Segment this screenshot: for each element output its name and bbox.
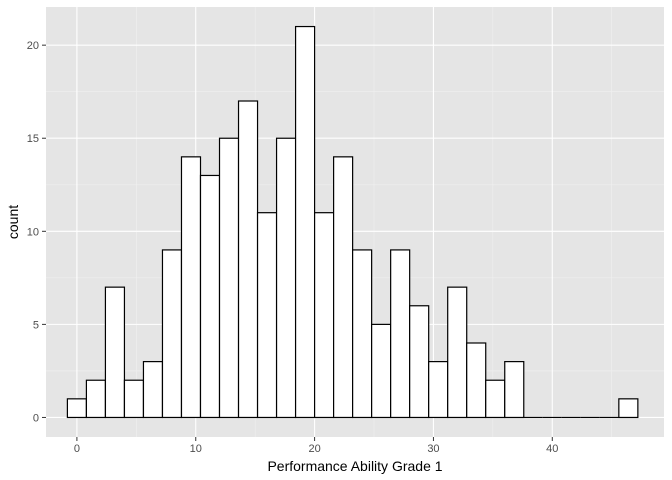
histogram-bar	[333, 156, 354, 419]
x-tick-label: 40	[546, 443, 558, 455]
x-tick-label: 0	[74, 443, 80, 455]
histogram-bar	[123, 379, 145, 419]
histogram-bar	[447, 286, 468, 419]
histogram-bar	[180, 156, 202, 419]
x-tick-label: 30	[427, 443, 439, 455]
histogram-bar	[504, 361, 525, 419]
x-axis: 0 10 20 30 40	[74, 437, 558, 455]
histogram-bar	[104, 286, 126, 419]
histogram-bar	[466, 342, 487, 419]
x-tick-label: 10	[190, 443, 202, 455]
y-tick-label: 10	[27, 226, 39, 238]
y-tick-label: 20	[27, 40, 39, 52]
histogram-bar	[218, 137, 240, 419]
histogram-bar	[142, 361, 164, 419]
y-tick-label: 5	[33, 319, 39, 331]
histogram-bars	[66, 25, 639, 419]
histogram-bar	[428, 361, 449, 419]
x-axis-title: Performance Ability Grade 1	[267, 458, 442, 474]
histogram-bar	[294, 25, 316, 419]
histogram-bar	[85, 379, 107, 419]
histogram-bar	[409, 305, 430, 419]
y-tick-label: 15	[27, 133, 39, 145]
x-tick-label: 20	[308, 443, 320, 455]
y-tick-label: 0	[33, 412, 39, 424]
y-axis: 0 5 10 15 20	[27, 40, 46, 424]
histogram-bar	[199, 174, 221, 419]
histogram-bar	[256, 212, 278, 419]
histogram-bar	[237, 100, 259, 419]
histogram-bar	[275, 137, 297, 419]
histogram-bar	[390, 249, 411, 419]
histogram-bar	[485, 379, 506, 419]
histogram-bar	[371, 323, 392, 419]
histogram-bar	[618, 398, 639, 419]
histogram-bar	[352, 249, 373, 419]
histogram-bar	[313, 212, 335, 419]
histogram-bar	[66, 398, 88, 419]
y-axis-title: count	[5, 205, 21, 239]
histogram-bar	[161, 249, 183, 419]
